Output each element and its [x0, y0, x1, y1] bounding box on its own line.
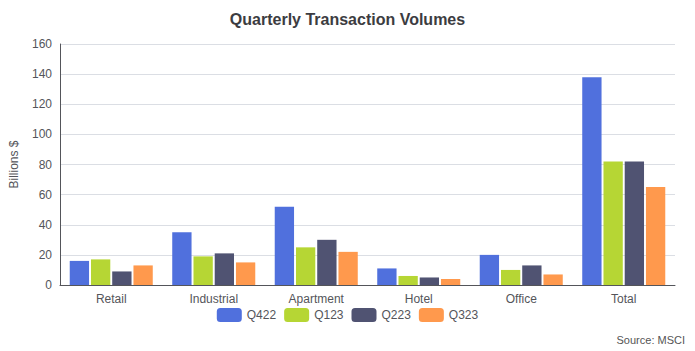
svg-text:Billions $: Billions $ — [7, 140, 21, 188]
svg-text:Source: MSCI: Source: MSCI — [617, 334, 685, 346]
svg-text:Hotel: Hotel — [405, 292, 433, 306]
svg-text:100: 100 — [32, 127, 52, 141]
svg-text:60: 60 — [39, 188, 53, 202]
svg-text:160: 160 — [32, 37, 52, 51]
svg-text:Q323: Q323 — [449, 308, 479, 322]
svg-text:Total: Total — [611, 292, 636, 306]
svg-text:Quarterly Transaction Volumes: Quarterly Transaction Volumes — [230, 11, 465, 28]
svg-text:Q123: Q123 — [314, 308, 344, 322]
svg-text:Q223: Q223 — [382, 308, 412, 322]
svg-text:Industrial: Industrial — [189, 292, 238, 306]
svg-text:120: 120 — [32, 97, 52, 111]
svg-text:140: 140 — [32, 67, 52, 81]
svg-text:80: 80 — [39, 158, 53, 172]
svg-text:40: 40 — [39, 218, 53, 232]
svg-text:Office: Office — [506, 292, 537, 306]
svg-text:20: 20 — [39, 248, 53, 262]
svg-text:Apartment: Apartment — [289, 292, 345, 306]
svg-text:0: 0 — [45, 278, 52, 292]
svg-text:Retail: Retail — [96, 292, 127, 306]
svg-text:Q422: Q422 — [247, 308, 277, 322]
